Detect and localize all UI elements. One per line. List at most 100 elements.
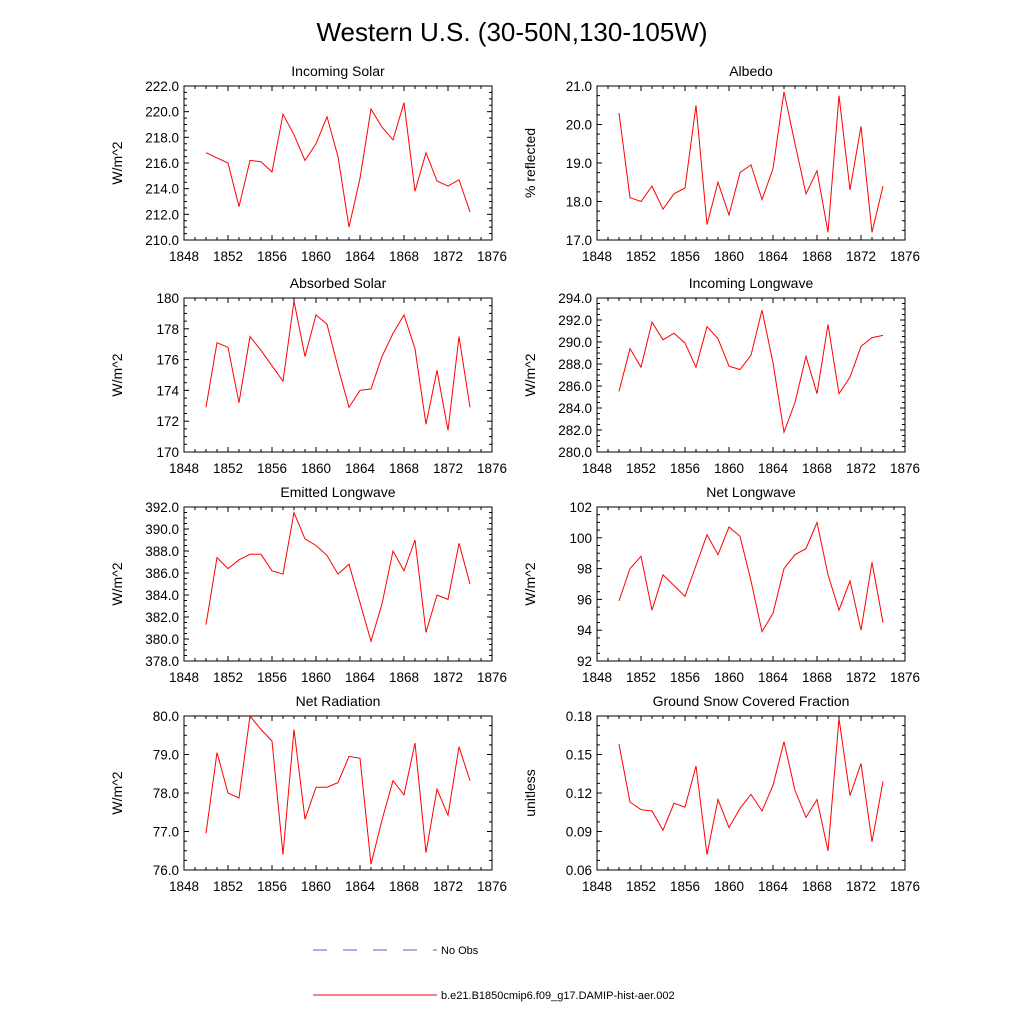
y-tick-label: 286.0: [558, 379, 592, 394]
x-tick-label: 1856: [670, 461, 700, 476]
x-tick-label: 1852: [626, 879, 656, 894]
y-tick-label: 80.0: [153, 709, 179, 724]
y-tick-label: 78.0: [153, 786, 179, 801]
y-tick-label: 220.0: [145, 105, 179, 120]
x-tick-label: 1856: [257, 461, 287, 476]
series-line-incoming-longwave: [618, 309, 884, 435]
x-tick-label: 1848: [169, 461, 199, 476]
y-tick-label: 0.15: [566, 748, 592, 763]
x-tick-label: 1852: [213, 879, 243, 894]
x-tick-label: 1860: [301, 461, 331, 476]
series-line-net-radiation: [205, 714, 471, 865]
series-line-incoming-solar: [205, 102, 471, 228]
y-tick-label: 0.09: [566, 825, 592, 840]
x-tick-label: 1852: [213, 249, 243, 264]
x-tick-label: 1860: [301, 249, 331, 264]
x-tick-label: 1848: [169, 670, 199, 685]
y-tick-label: 388.0: [145, 544, 179, 559]
x-tick-label: 1872: [433, 670, 463, 685]
legend-label-model: b.e21.B1850cmip6.f09_g17.DAMIP-hist-aer.…: [441, 990, 675, 1002]
y-tick-label: 212.0: [145, 207, 179, 222]
y-tick-label: 20.0: [566, 118, 592, 133]
x-tick-label: 1864: [758, 461, 789, 476]
x-tick-label: 1860: [714, 249, 744, 264]
y-axis-label-ground-snow-covered-fraction: unitless: [522, 769, 538, 816]
y-tick-label: 98: [577, 562, 592, 577]
x-tick-label: 1868: [389, 879, 419, 894]
y-axis-label-net-radiation: W/m^2: [109, 771, 125, 814]
y-tick-label: 284.0: [558, 401, 592, 416]
y-tick-label: 386.0: [145, 566, 179, 581]
panel-title-albedo: Albedo: [729, 63, 773, 79]
y-axis-label-incoming-solar: W/m^2: [109, 141, 125, 184]
x-tick-label: 1876: [477, 249, 507, 264]
x-tick-label: 1868: [802, 461, 832, 476]
x-tick-label: 1872: [433, 461, 463, 476]
y-tick-label: 222.0: [145, 79, 179, 94]
x-tick-label: 1864: [758, 879, 789, 894]
x-tick-label: 1868: [802, 879, 832, 894]
y-tick-label: 176: [156, 353, 179, 368]
y-tick-label: 210.0: [145, 233, 179, 248]
x-tick-label: 1848: [169, 879, 199, 894]
y-tick-label: 17.0: [566, 233, 592, 248]
plot-frame-net-radiation: [183, 715, 493, 871]
x-tick-label: 1876: [477, 461, 507, 476]
x-tick-label: 1864: [345, 879, 376, 894]
plot-frame-incoming-solar: [183, 85, 493, 241]
y-tick-label: 102: [569, 500, 592, 515]
panel-incoming-longwave: Incoming Longwave W/m^2 1848 1852 1856 1860 18…: [522, 275, 920, 476]
y-tick-label: 216.0: [145, 156, 179, 171]
panel-title-net-longwave: Net Longwave: [706, 484, 796, 500]
y-tick-label: 290.0: [558, 335, 592, 350]
y-tick-label: 0.12: [566, 786, 592, 801]
x-tick-label: 1864: [345, 249, 376, 264]
plot-frame-ground-snow-covered-fraction: [596, 715, 906, 871]
x-tick-label: 1856: [670, 879, 700, 894]
x-tick-label: 1848: [169, 249, 199, 264]
x-tick-label: 1876: [890, 670, 920, 685]
y-tick-label: 96: [577, 592, 592, 607]
y-tick-label: 0.18: [566, 709, 592, 724]
y-tick-label: 170: [156, 445, 179, 460]
panel-emitted-longwave: Emitted Longwave W/m^2 1848 1852 1856 1860 186…: [109, 484, 507, 685]
panel-title-absorbed-solar: Absorbed Solar: [290, 275, 387, 291]
plot-frame-emitted-longwave: [183, 506, 493, 662]
panel-title-ground-snow-covered-fraction: Ground Snow Covered Fraction: [653, 693, 850, 709]
x-tick-label: 1860: [301, 879, 331, 894]
panel-title-incoming-solar: Incoming Solar: [291, 63, 385, 79]
y-tick-label: 76.0: [153, 863, 179, 878]
x-tick-label: 1876: [477, 670, 507, 685]
panel-title-incoming-longwave: Incoming Longwave: [689, 275, 814, 291]
x-tick-label: 1868: [802, 670, 832, 685]
panel-net-longwave: Net Longwave W/m^2 1848 1852 1856 1860 1864 186…: [522, 484, 920, 685]
y-axis-label-absorbed-solar: W/m^2: [109, 353, 125, 396]
x-tick-label: 1864: [345, 670, 376, 685]
legend: No Obs b.e21.B1850cmip6.f09_g17.DAMIP-hi…: [313, 945, 675, 1002]
plot-frame-incoming-longwave: [596, 297, 906, 453]
y-tick-label: 384.0: [145, 588, 179, 603]
legend-label-no-obs: No Obs: [441, 945, 479, 957]
x-tick-label: 1860: [714, 461, 744, 476]
panel-ground-snow-covered-fraction: Ground Snow Covered Fraction unitless 1848…: [522, 693, 920, 894]
x-tick-label: 1852: [626, 249, 656, 264]
x-tick-label: 1876: [890, 249, 920, 264]
x-tick-label: 1856: [670, 670, 700, 685]
y-tick-label: 218.0: [145, 130, 179, 145]
y-tick-label: 178: [156, 322, 179, 337]
panel-incoming-solar: Incoming Solar W/m^2 1848 1852 1856 1860 1864 1…: [109, 63, 507, 264]
y-tick-label: 19.0: [566, 156, 592, 171]
x-tick-label: 1872: [846, 461, 876, 476]
x-tick-label: 1860: [301, 670, 331, 685]
y-tick-label: 180: [156, 291, 179, 306]
x-tick-label: 1872: [433, 879, 463, 894]
series-line-absorbed-solar: [205, 301, 471, 431]
x-tick-label: 1872: [433, 249, 463, 264]
y-axis-label-emitted-longwave: W/m^2: [109, 562, 125, 605]
x-tick-label: 1868: [802, 249, 832, 264]
x-tick-label: 1852: [213, 670, 243, 685]
x-tick-label: 1872: [846, 249, 876, 264]
x-tick-label: 1872: [846, 879, 876, 894]
x-tick-label: 1852: [626, 670, 656, 685]
